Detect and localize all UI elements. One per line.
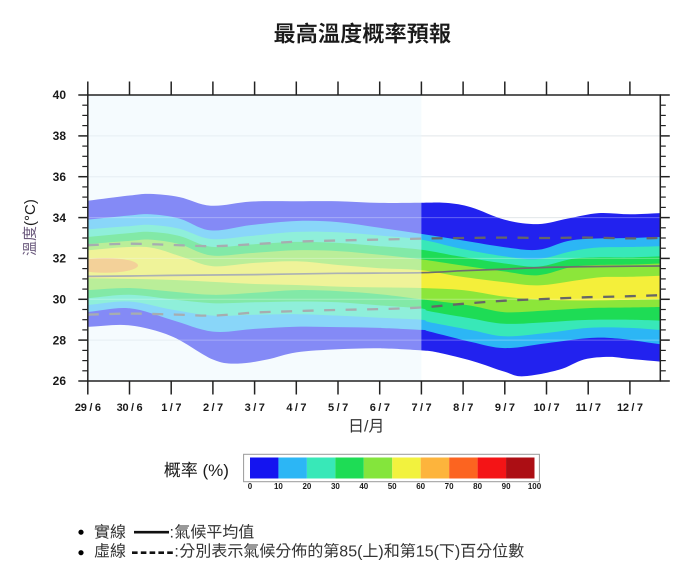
- svg-text:70: 70: [445, 482, 454, 491]
- svg-text:6 / 7: 6 / 7: [370, 402, 390, 414]
- svg-text:29 / 6: 29 / 6: [75, 402, 101, 414]
- svg-text:/: /: [364, 419, 369, 436]
- svg-text:(%): (%): [203, 461, 229, 480]
- svg-text:28: 28: [53, 333, 67, 347]
- svg-text::: :: [170, 525, 174, 542]
- svg-text:(°C): (°C): [22, 199, 39, 226]
- svg-text:38: 38: [53, 129, 67, 143]
- svg-text:7 / 7: 7 / 7: [411, 402, 431, 414]
- svg-text:40: 40: [359, 482, 368, 491]
- svg-text:26: 26: [53, 374, 67, 388]
- svg-text:10 / 7: 10 / 7: [534, 402, 560, 414]
- svg-text:36: 36: [53, 170, 67, 184]
- svg-text:): ): [455, 544, 460, 561]
- svg-text:9 / 7: 9 / 7: [495, 402, 515, 414]
- svg-text:100: 100: [528, 482, 542, 491]
- svg-text:85(: 85(: [339, 544, 363, 561]
- svg-text:2 / 7: 2 / 7: [203, 402, 223, 414]
- svg-text:30 / 6: 30 / 6: [117, 402, 143, 414]
- svg-text:15(: 15(: [416, 544, 440, 561]
- svg-text:5 / 7: 5 / 7: [328, 402, 348, 414]
- svg-text:12 / 7: 12 / 7: [617, 402, 643, 414]
- svg-text:32: 32: [53, 252, 67, 266]
- svg-text:20: 20: [302, 482, 311, 491]
- svg-text:34: 34: [53, 211, 67, 225]
- svg-text:30: 30: [331, 482, 340, 491]
- svg-text:90: 90: [502, 482, 511, 491]
- svg-text:11 / 7: 11 / 7: [576, 402, 601, 414]
- svg-text:80: 80: [473, 482, 482, 491]
- svg-text:8 / 7: 8 / 7: [453, 402, 473, 414]
- svg-text:10: 10: [274, 482, 283, 491]
- svg-text:30: 30: [53, 293, 67, 307]
- svg-text::: :: [174, 544, 178, 561]
- svg-text:60: 60: [416, 482, 425, 491]
- svg-text:3 / 7: 3 / 7: [245, 402, 265, 414]
- svg-text:50: 50: [388, 482, 397, 491]
- svg-text:): ): [378, 544, 383, 561]
- svg-text:1 / 7: 1 / 7: [161, 402, 181, 414]
- svg-text:0: 0: [248, 482, 253, 491]
- svg-text:4 / 7: 4 / 7: [286, 402, 306, 414]
- svg-text:40: 40: [53, 88, 67, 102]
